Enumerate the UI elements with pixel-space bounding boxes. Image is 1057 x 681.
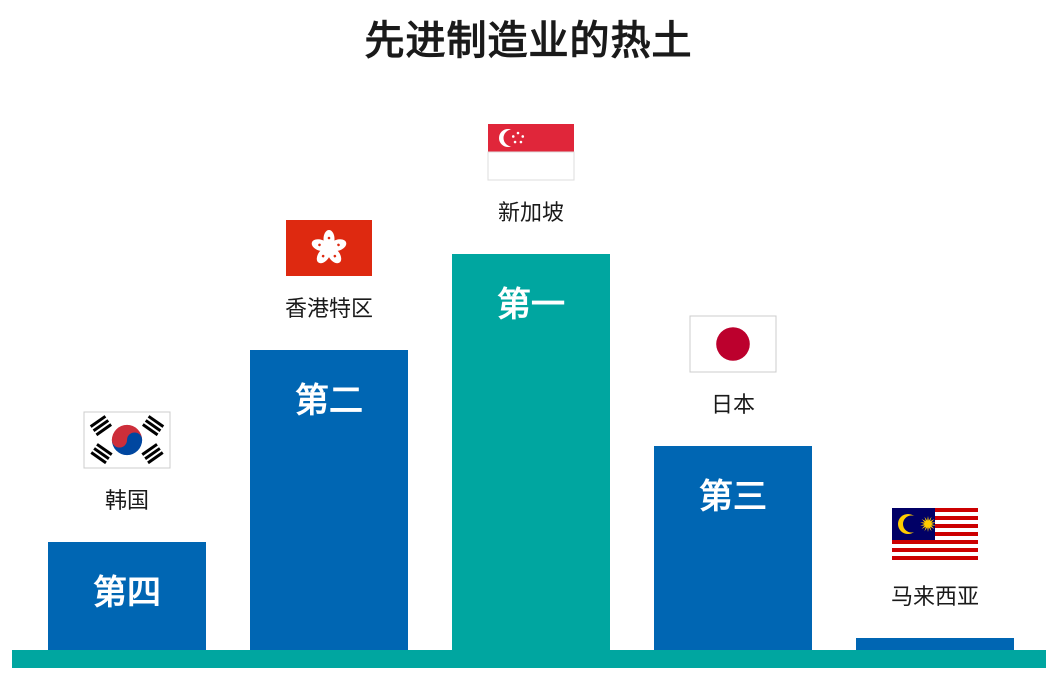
rank-label: 第二 <box>295 381 363 421</box>
bar-2 <box>250 350 408 650</box>
bar-5 <box>856 638 1014 650</box>
chart-baseline <box>12 650 1046 668</box>
rank-label: 第五 <box>901 669 969 681</box>
rank-label: 第四 <box>93 573 161 613</box>
hong-kong-flag-icon <box>286 220 372 276</box>
category-label: 日本 <box>711 393 755 418</box>
category-label: 新加坡 <box>498 201 564 226</box>
category-label: 韩国 <box>105 489 149 514</box>
singapore-flag-icon <box>487 124 575 181</box>
malaysia-flag-icon <box>892 508 978 565</box>
category-label: 马来西亚 <box>891 585 979 610</box>
bar-1 <box>48 542 206 650</box>
japan-flag-icon <box>689 315 777 373</box>
bar-4 <box>654 446 812 650</box>
rank-label: 第一 <box>497 285 565 325</box>
bar-3 <box>452 254 610 650</box>
south-korea-flag-icon <box>83 411 171 469</box>
category-label: 香港特区 <box>285 297 373 322</box>
rank-label: 第三 <box>699 477 767 517</box>
chart-title: 先进制造业的热土 <box>364 18 693 64</box>
